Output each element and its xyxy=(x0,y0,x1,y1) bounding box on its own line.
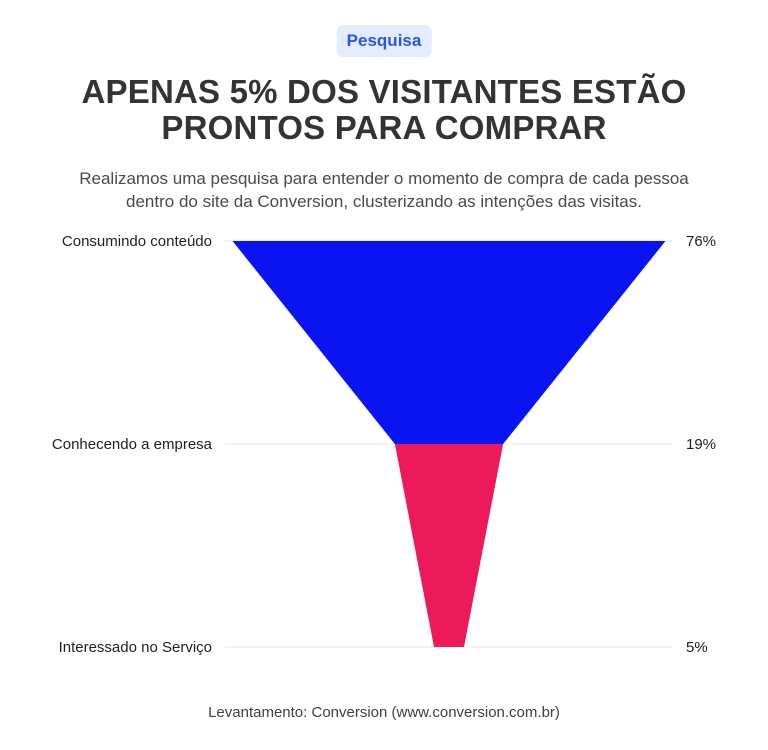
category-badge: Pesquisa xyxy=(336,25,432,57)
stage-label: Conhecendo a empresa xyxy=(52,436,213,453)
stage-label: Interessado no Serviço xyxy=(59,639,212,656)
stage-label: Consumindo conteúdo xyxy=(62,233,212,250)
funnel-segment-2 xyxy=(394,444,504,647)
page-title: APENAS 5% DOS VISITANTES ESTÃO PRONTOS P… xyxy=(81,73,687,146)
stage-value-label: 76% xyxy=(686,233,716,250)
funnel-segment-1 xyxy=(232,241,666,444)
stage-value-label: 19% xyxy=(686,436,716,453)
source-note: Levantamento: Conversion (www.conversion… xyxy=(208,704,560,721)
subtitle: Realizamos uma pesquisa para entender o … xyxy=(79,169,689,211)
stage-value-label: 5% xyxy=(686,639,708,656)
